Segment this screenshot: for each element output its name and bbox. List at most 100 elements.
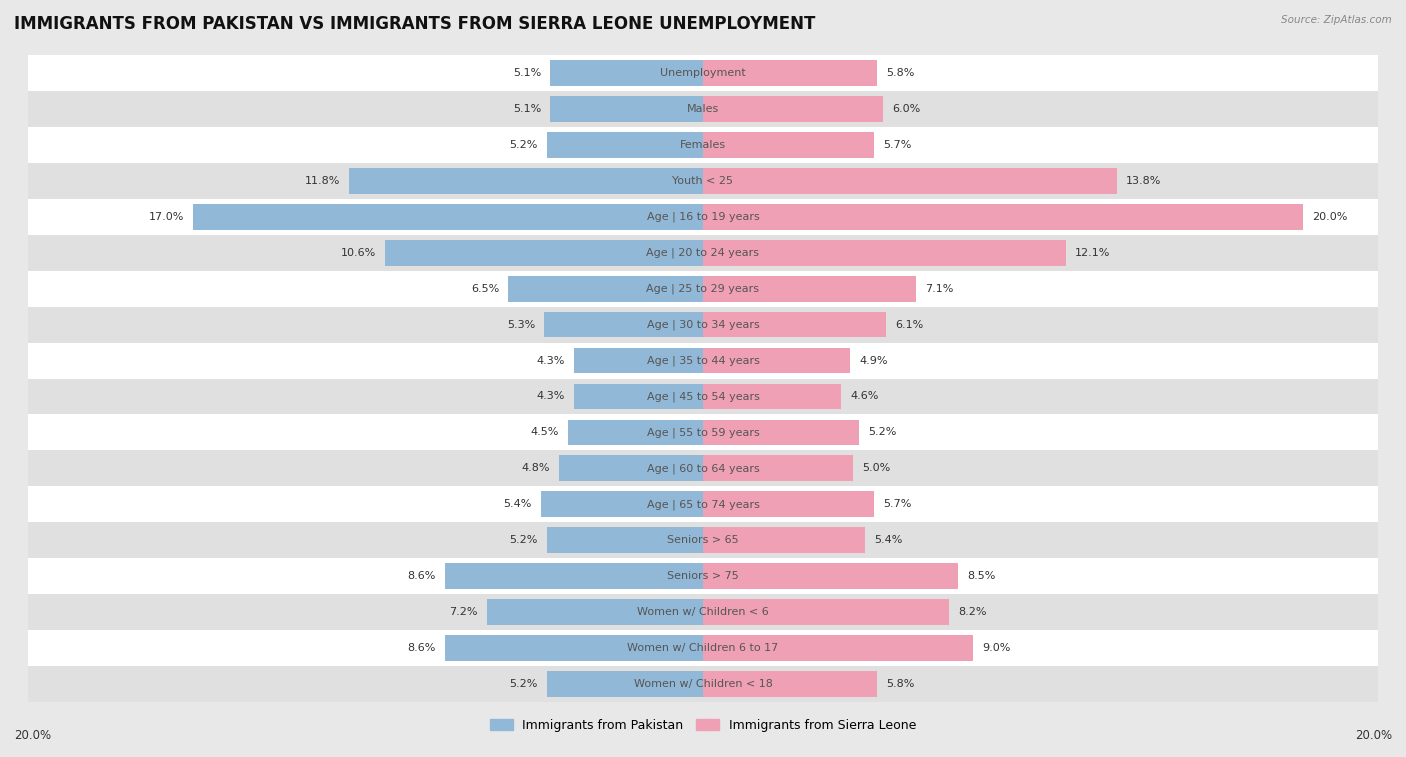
Bar: [28, 91, 1378, 126]
Text: 5.2%: 5.2%: [509, 679, 538, 689]
Bar: [446, 563, 703, 589]
Bar: [703, 168, 1116, 194]
Text: 5.1%: 5.1%: [513, 68, 541, 78]
Bar: [446, 635, 703, 661]
Bar: [349, 168, 703, 194]
Bar: [703, 132, 875, 157]
Bar: [703, 204, 1303, 229]
Text: Age | 20 to 24 years: Age | 20 to 24 years: [647, 248, 759, 258]
Bar: [703, 491, 875, 517]
Text: Source: ZipAtlas.com: Source: ZipAtlas.com: [1281, 15, 1392, 25]
Text: Unemployment: Unemployment: [661, 68, 745, 78]
Text: Males: Males: [688, 104, 718, 114]
Text: Age | 25 to 29 years: Age | 25 to 29 years: [647, 283, 759, 294]
Bar: [486, 600, 703, 625]
Text: Age | 60 to 64 years: Age | 60 to 64 years: [647, 463, 759, 474]
Text: Age | 30 to 34 years: Age | 30 to 34 years: [647, 319, 759, 330]
Bar: [28, 487, 1378, 522]
Bar: [28, 198, 1378, 235]
Text: 11.8%: 11.8%: [305, 176, 340, 185]
Text: Age | 35 to 44 years: Age | 35 to 44 years: [647, 355, 759, 366]
Bar: [193, 204, 703, 229]
Bar: [703, 60, 877, 86]
Text: 6.0%: 6.0%: [891, 104, 920, 114]
Bar: [544, 312, 703, 338]
Text: 7.1%: 7.1%: [925, 284, 953, 294]
Text: Women w/ Children < 18: Women w/ Children < 18: [634, 679, 772, 689]
Text: 5.4%: 5.4%: [503, 500, 531, 509]
Bar: [550, 60, 703, 86]
Text: Seniors > 65: Seniors > 65: [668, 535, 738, 545]
Text: 5.8%: 5.8%: [886, 68, 914, 78]
Text: 8.5%: 8.5%: [967, 572, 995, 581]
Text: 12.1%: 12.1%: [1076, 248, 1111, 257]
Text: 20.0%: 20.0%: [14, 729, 51, 742]
Bar: [28, 631, 1378, 666]
Bar: [547, 528, 703, 553]
Text: 4.9%: 4.9%: [859, 356, 887, 366]
Bar: [560, 456, 703, 481]
Text: 5.2%: 5.2%: [868, 428, 897, 438]
Bar: [28, 559, 1378, 594]
Text: 13.8%: 13.8%: [1126, 176, 1161, 185]
Legend: Immigrants from Pakistan, Immigrants from Sierra Leone: Immigrants from Pakistan, Immigrants fro…: [485, 714, 921, 737]
Text: Women w/ Children 6 to 17: Women w/ Children 6 to 17: [627, 643, 779, 653]
Bar: [568, 419, 703, 445]
Text: Age | 45 to 54 years: Age | 45 to 54 years: [647, 391, 759, 402]
Bar: [547, 132, 703, 157]
Bar: [28, 342, 1378, 378]
Text: Age | 65 to 74 years: Age | 65 to 74 years: [647, 499, 759, 509]
Bar: [28, 522, 1378, 559]
Bar: [703, 240, 1066, 266]
Bar: [703, 563, 957, 589]
Text: 5.8%: 5.8%: [886, 679, 914, 689]
Bar: [703, 384, 841, 410]
Bar: [385, 240, 703, 266]
Bar: [703, 600, 949, 625]
Text: 8.2%: 8.2%: [957, 607, 987, 617]
Text: Age | 55 to 59 years: Age | 55 to 59 years: [647, 427, 759, 438]
Text: 4.6%: 4.6%: [851, 391, 879, 401]
Text: Females: Females: [681, 140, 725, 150]
Text: 4.3%: 4.3%: [537, 391, 565, 401]
Bar: [703, 419, 859, 445]
Bar: [541, 491, 703, 517]
Bar: [508, 276, 703, 301]
Text: 20.0%: 20.0%: [1312, 212, 1347, 222]
Text: 17.0%: 17.0%: [149, 212, 184, 222]
Bar: [703, 312, 886, 338]
Bar: [28, 415, 1378, 450]
Bar: [703, 635, 973, 661]
Bar: [574, 347, 703, 373]
Text: Youth < 25: Youth < 25: [672, 176, 734, 185]
Bar: [28, 126, 1378, 163]
Bar: [28, 235, 1378, 270]
Text: 6.5%: 6.5%: [471, 284, 499, 294]
Bar: [574, 384, 703, 410]
Bar: [547, 671, 703, 697]
Text: 5.1%: 5.1%: [513, 104, 541, 114]
Bar: [28, 450, 1378, 487]
Text: Age | 16 to 19 years: Age | 16 to 19 years: [647, 211, 759, 222]
Text: 5.4%: 5.4%: [875, 535, 903, 545]
Text: 7.2%: 7.2%: [450, 607, 478, 617]
Bar: [28, 270, 1378, 307]
Text: 6.1%: 6.1%: [896, 319, 924, 329]
Bar: [28, 378, 1378, 415]
Bar: [703, 96, 883, 122]
Text: 5.7%: 5.7%: [883, 140, 911, 150]
Text: 8.6%: 8.6%: [408, 572, 436, 581]
Text: 5.3%: 5.3%: [506, 319, 536, 329]
Bar: [703, 456, 853, 481]
Bar: [703, 347, 851, 373]
Text: 5.2%: 5.2%: [509, 535, 538, 545]
Text: Women w/ Children < 6: Women w/ Children < 6: [637, 607, 769, 617]
Bar: [28, 666, 1378, 702]
Bar: [28, 594, 1378, 631]
Text: 4.8%: 4.8%: [522, 463, 550, 473]
Text: 10.6%: 10.6%: [340, 248, 375, 257]
Text: 5.0%: 5.0%: [862, 463, 890, 473]
Bar: [703, 276, 915, 301]
Bar: [28, 163, 1378, 198]
Text: 8.6%: 8.6%: [408, 643, 436, 653]
